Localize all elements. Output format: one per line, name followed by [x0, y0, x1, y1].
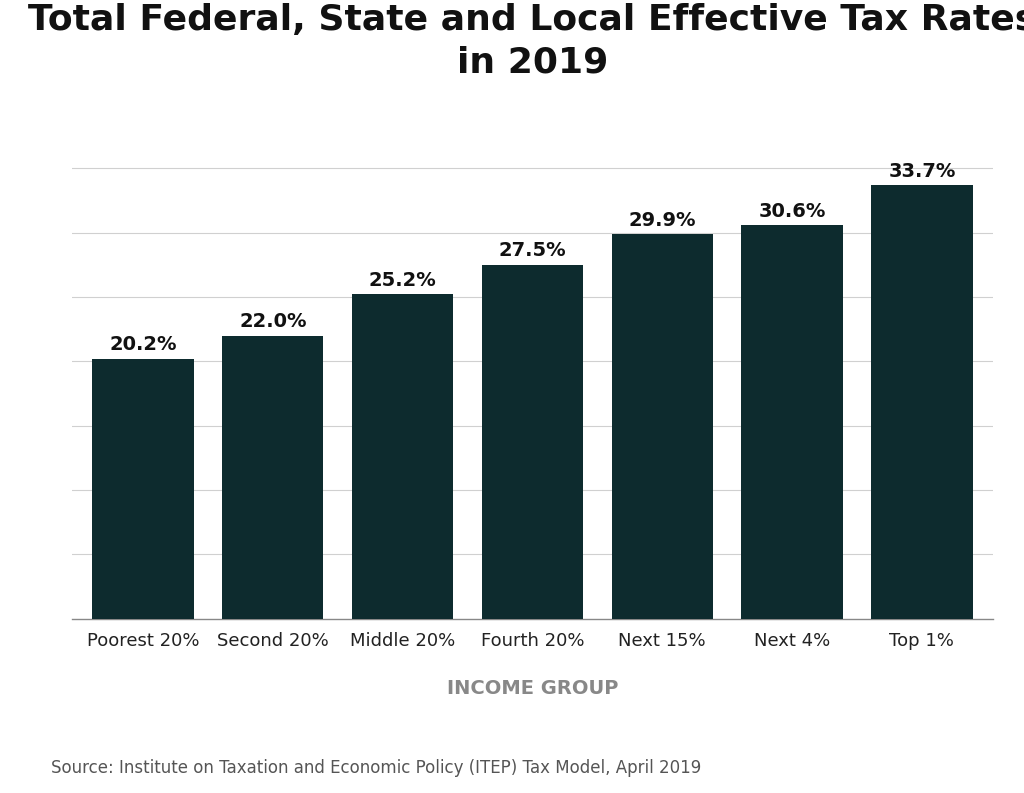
Text: INCOME GROUP: INCOME GROUP	[446, 679, 618, 698]
Bar	[741, 225, 843, 619]
Text: 22.0%: 22.0%	[240, 312, 306, 331]
Text: 29.9%: 29.9%	[629, 210, 696, 229]
Bar	[222, 335, 324, 619]
Bar	[611, 234, 713, 619]
Bar	[482, 265, 583, 619]
Text: Source: Institute on Taxation and Economic Policy (ITEP) Tax Model, April 2019: Source: Institute on Taxation and Econom…	[51, 759, 701, 777]
Text: 30.6%: 30.6%	[759, 201, 825, 220]
Bar	[871, 186, 973, 619]
Text: 20.2%: 20.2%	[110, 335, 177, 354]
Text: 33.7%: 33.7%	[888, 162, 955, 181]
Text: 25.2%: 25.2%	[369, 271, 436, 290]
Bar	[92, 358, 194, 619]
Text: Total Federal, State and Local Effective Tax Rates
in 2019: Total Federal, State and Local Effective…	[29, 3, 1024, 79]
Text: 27.5%: 27.5%	[499, 241, 566, 260]
Bar	[352, 294, 454, 619]
